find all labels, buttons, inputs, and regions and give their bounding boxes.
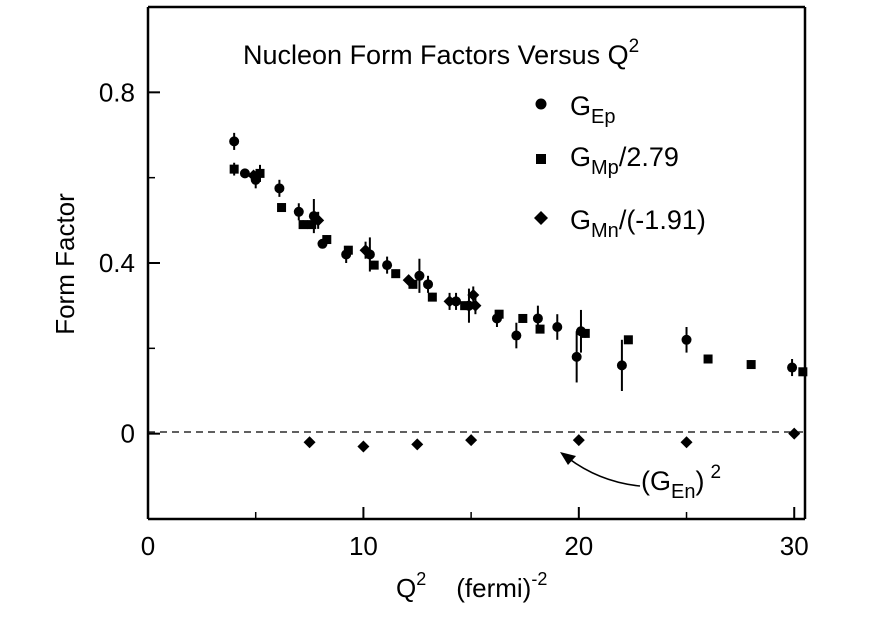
annotation-label: (GEn) 2	[641, 462, 721, 503]
gmp-point	[580, 328, 590, 338]
legend-label-gmp: GMp/2.79	[570, 142, 679, 179]
data-points	[229, 132, 808, 453]
gmp-point	[343, 245, 353, 255]
gmp-point	[369, 260, 379, 270]
gen-annotation: (GEn) 2	[560, 452, 721, 503]
x-tick-label: 20	[564, 531, 593, 561]
gep-point	[293, 206, 304, 217]
gmp-point	[623, 335, 633, 345]
x-tick-label: 10	[349, 531, 378, 561]
legend-label-gmn: GMn/(-1.91)	[570, 205, 706, 242]
gep-point	[414, 270, 425, 281]
gen-squared-point	[788, 427, 801, 440]
gep-point	[423, 279, 434, 290]
gen-squared-point	[411, 438, 424, 451]
gmp-point	[255, 168, 265, 178]
gep-point	[382, 260, 393, 271]
gmp-point	[307, 220, 317, 230]
gen-squared-point	[572, 434, 585, 447]
annotation-arrow	[567, 457, 641, 487]
gmp-point	[460, 301, 470, 311]
y-tick-label: 0	[121, 419, 135, 449]
gmp-point	[298, 220, 308, 230]
legend: GEp GMp/2.79 GMn/(-1.91)	[534, 91, 706, 242]
gep-point	[229, 136, 240, 147]
gmp-point	[494, 309, 504, 319]
gmn-point	[467, 289, 480, 301]
y-tick-label: 0.4	[99, 248, 135, 278]
legend-marker-gmn	[534, 211, 548, 225]
gen-squared-point	[465, 434, 478, 447]
gmp-point	[391, 269, 401, 279]
gep-point	[511, 330, 522, 341]
gen-squared-point	[680, 436, 693, 449]
gep-point	[787, 362, 798, 373]
gmn-point	[359, 244, 372, 257]
gep-point	[616, 360, 627, 371]
gmp-point	[229, 164, 239, 174]
axis-ticks: 0 10 20 30 0 0.4 0.8	[99, 77, 809, 561]
gmp-point	[703, 354, 713, 364]
gmn-point	[443, 295, 456, 308]
arrow-head-icon	[560, 452, 576, 465]
gen-squared-point	[303, 436, 316, 449]
gmn-point	[247, 169, 260, 182]
gmn-point	[312, 214, 325, 227]
gmn-point	[402, 274, 415, 287]
gep-point	[552, 322, 563, 332]
y-axis-label: Form Factor	[50, 193, 80, 335]
gmp-point	[322, 235, 332, 245]
gmp-point	[518, 313, 528, 323]
x-tick-label: 0	[141, 531, 155, 561]
legend-marker-gmp	[536, 154, 546, 164]
gmp-point	[427, 292, 437, 302]
gmp-point	[535, 324, 545, 334]
x-axis-label: Q2 (fermi)-2	[396, 569, 547, 603]
gmp-point	[746, 360, 756, 370]
chart-title: Nucleon Form Factors Versus Q2	[243, 36, 639, 70]
gep-point	[239, 168, 250, 179]
gep-point	[274, 183, 285, 194]
gep-point	[681, 334, 692, 345]
gen-squared-point	[357, 440, 370, 453]
gmp-point	[798, 367, 808, 377]
legend-marker-gep	[535, 98, 547, 110]
gep-point	[571, 351, 582, 362]
legend-label-gep: GEp	[570, 91, 615, 128]
gep-point	[451, 296, 462, 307]
gmp-point	[277, 203, 287, 213]
x-tick-label: 30	[780, 531, 809, 561]
y-tick-label: 0.8	[99, 77, 135, 107]
gmp-point	[408, 279, 418, 289]
gep-point	[532, 313, 543, 324]
